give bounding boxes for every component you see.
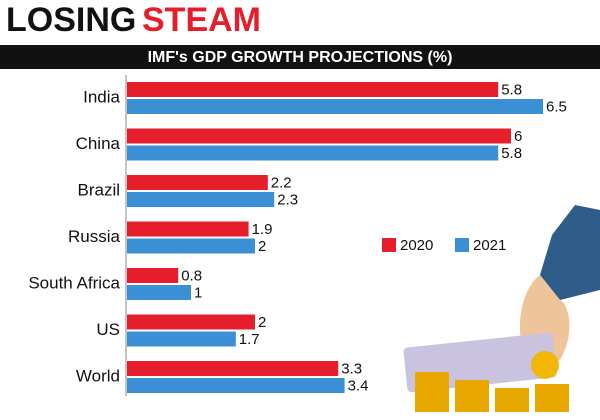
- value-label: 2: [258, 238, 266, 255]
- category-label: China: [76, 134, 121, 153]
- category-label: South Africa: [28, 273, 120, 292]
- value-label: 5.8: [501, 145, 522, 162]
- bar: [127, 238, 255, 254]
- bar: [127, 192, 275, 207]
- coin-stack: [415, 372, 449, 412]
- coin-stack: [535, 384, 569, 412]
- value-label: 5.8: [501, 81, 522, 98]
- bar: [127, 82, 499, 97]
- value-label: 3.3: [341, 360, 362, 377]
- value-label: 2: [258, 314, 266, 331]
- legend-swatch: [382, 238, 396, 252]
- value-label: 6: [514, 128, 522, 145]
- value-label: 3.4: [348, 377, 369, 394]
- category-label: World: [76, 366, 120, 385]
- coin-stack: [495, 388, 529, 412]
- bar: [127, 221, 249, 237]
- value-label: 2.2: [271, 174, 292, 191]
- bar: [127, 285, 191, 300]
- value-label: 0.8: [181, 267, 202, 284]
- bar: [127, 145, 499, 161]
- subtitle: IMF's GDP GROWTH PROJECTIONS (%): [148, 49, 453, 66]
- category-label: Brazil: [77, 180, 120, 199]
- category-label: India: [83, 87, 120, 106]
- value-label: 2.3: [277, 191, 298, 208]
- bar: [127, 128, 511, 144]
- bar: [127, 314, 255, 330]
- bar: [127, 175, 268, 190]
- value-label: 1.9: [252, 221, 273, 238]
- bar: [127, 378, 345, 393]
- legend-label: 2020: [400, 237, 433, 254]
- title-dark: LOSING: [6, 1, 136, 39]
- legend-swatch: [455, 238, 469, 252]
- illustration: [403, 205, 600, 412]
- category-label: US: [96, 320, 120, 339]
- coin: [531, 351, 559, 379]
- value-label: 1.7: [239, 331, 260, 348]
- sleeve: [540, 205, 600, 300]
- bar: [127, 361, 339, 376]
- bar: [127, 268, 179, 283]
- legend-label: 2021: [473, 237, 506, 254]
- category-label: Russia: [68, 227, 121, 246]
- subtitle-banner: [0, 45, 600, 69]
- bar: [127, 99, 543, 114]
- value-label: 6.5: [546, 98, 567, 115]
- title-red: STEAM: [142, 1, 261, 39]
- coin-stack: [455, 380, 489, 412]
- bar: [127, 331, 236, 347]
- value-label: 1: [194, 284, 202, 301]
